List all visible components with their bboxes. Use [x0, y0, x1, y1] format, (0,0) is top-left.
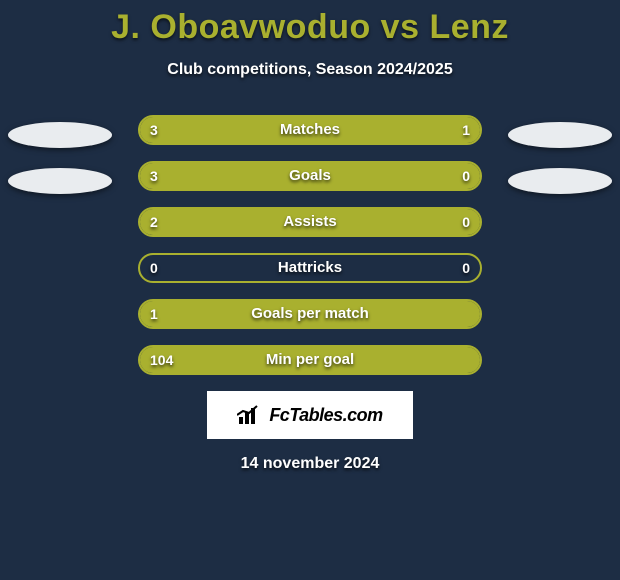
stat-label: Assists [70, 207, 550, 237]
stat-row: 3 Goals 0 [70, 161, 550, 191]
stat-value-right: 0 [462, 161, 470, 191]
stat-label: Matches [70, 115, 550, 145]
stat-label: Hattricks [70, 253, 550, 283]
stat-label: Min per goal [70, 345, 550, 375]
stat-row: 3 Matches 1 [70, 115, 550, 145]
comparison-chart: 3 Matches 1 3 Goals 0 2 Assists 0 0 Hatt… [70, 115, 550, 375]
stat-value-right: 1 [462, 115, 470, 145]
stat-row: 0 Hattricks 0 [70, 253, 550, 283]
stat-row: 104 Min per goal [70, 345, 550, 375]
date-text: 14 november 2024 [0, 455, 620, 473]
stat-row: 2 Assists 0 [70, 207, 550, 237]
stat-row: 1 Goals per match [70, 299, 550, 329]
brand-text: FcTables.com [269, 405, 382, 426]
chart-logo-icon [237, 405, 263, 425]
stat-label: Goals [70, 161, 550, 191]
page-title: J. Oboavwoduo vs Lenz [0, 0, 620, 47]
stat-value-right: 0 [462, 207, 470, 237]
stat-label: Goals per match [70, 299, 550, 329]
subtitle: Club competitions, Season 2024/2025 [0, 61, 620, 79]
stat-value-right: 0 [462, 253, 470, 283]
brand-footer: FcTables.com [207, 391, 413, 439]
